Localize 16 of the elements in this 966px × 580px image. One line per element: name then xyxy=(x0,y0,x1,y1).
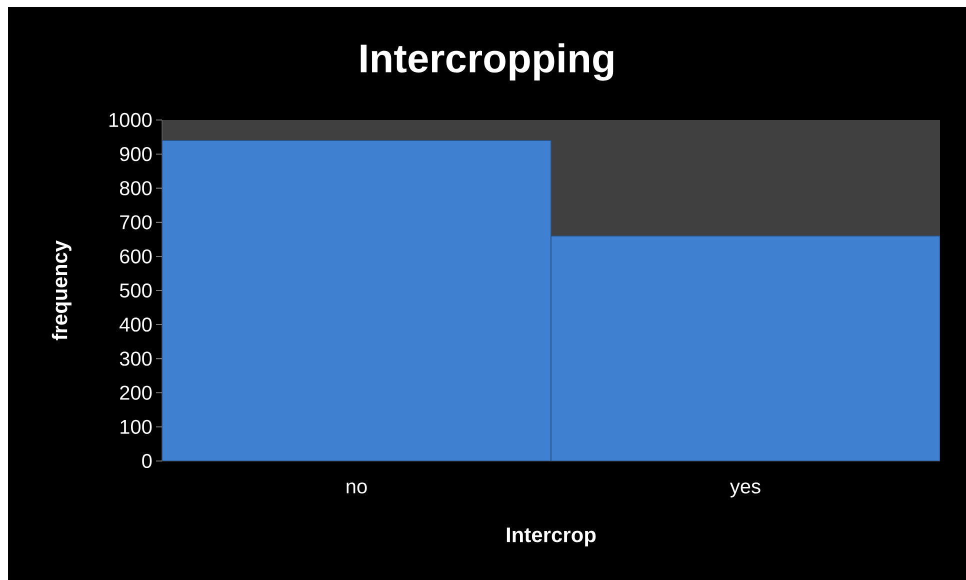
y-tick-label: 0 xyxy=(142,454,152,468)
y-tick-label: 400 xyxy=(120,318,152,332)
y-tick-label: 600 xyxy=(120,249,152,264)
y-tick-label: 700 xyxy=(120,215,152,230)
chart-title: Intercropping xyxy=(360,43,614,81)
y-tick-label: 500 xyxy=(120,283,152,298)
y-tick-label: 100 xyxy=(120,420,152,434)
y-tick-label: 1000 xyxy=(110,112,152,128)
y-tick-label: 200 xyxy=(120,386,152,400)
y-tick-label: 900 xyxy=(120,147,152,162)
y-tick-label: 300 xyxy=(120,352,152,366)
y-tick-label: 800 xyxy=(120,181,152,196)
x-tick-label: yes xyxy=(730,482,760,498)
x-axis-title: Intercrop xyxy=(506,528,596,546)
y-axis-title: frequency xyxy=(52,240,72,340)
x-tick-label: no xyxy=(346,482,367,494)
